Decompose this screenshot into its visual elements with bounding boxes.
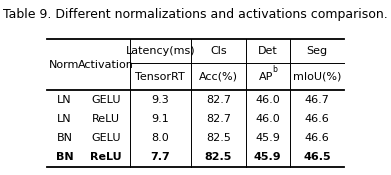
Text: 8.0: 8.0 bbox=[151, 133, 169, 143]
Text: BN: BN bbox=[56, 152, 73, 162]
Text: mIoU(%): mIoU(%) bbox=[293, 72, 341, 82]
Text: Cls: Cls bbox=[210, 46, 227, 56]
Text: ReLU: ReLU bbox=[90, 152, 122, 162]
Text: 45.9: 45.9 bbox=[254, 152, 282, 162]
Text: 82.7: 82.7 bbox=[206, 95, 231, 105]
Text: TensorRT: TensorRT bbox=[135, 72, 185, 82]
Text: BN: BN bbox=[56, 133, 72, 143]
Text: b: b bbox=[272, 65, 277, 74]
Text: Table 9. Different normalizations and activations comparison.: Table 9. Different normalizations and ac… bbox=[3, 8, 388, 21]
Text: 46.5: 46.5 bbox=[303, 152, 331, 162]
Text: Norm: Norm bbox=[49, 60, 80, 70]
Text: GELU: GELU bbox=[91, 95, 120, 105]
Text: ReLU: ReLU bbox=[92, 114, 120, 124]
Text: 45.9: 45.9 bbox=[255, 133, 280, 143]
Text: 46.6: 46.6 bbox=[305, 133, 329, 143]
Text: AP: AP bbox=[259, 72, 273, 82]
Text: 82.5: 82.5 bbox=[205, 152, 232, 162]
Text: 46.0: 46.0 bbox=[255, 95, 280, 105]
Text: 46.7: 46.7 bbox=[305, 95, 329, 105]
Text: 46.0: 46.0 bbox=[255, 114, 280, 124]
Text: Det: Det bbox=[258, 46, 278, 56]
Text: Acc(%): Acc(%) bbox=[199, 72, 238, 82]
Text: 9.3: 9.3 bbox=[151, 95, 169, 105]
Text: LN: LN bbox=[57, 114, 72, 124]
Text: 7.7: 7.7 bbox=[151, 152, 170, 162]
Text: Latency(ms): Latency(ms) bbox=[126, 46, 195, 56]
Text: LN: LN bbox=[57, 95, 72, 105]
Text: GELU: GELU bbox=[91, 133, 120, 143]
Text: Activation: Activation bbox=[78, 60, 134, 70]
Text: 82.5: 82.5 bbox=[206, 133, 231, 143]
Text: 82.7: 82.7 bbox=[206, 114, 231, 124]
Text: Seg: Seg bbox=[306, 46, 328, 56]
Text: 46.6: 46.6 bbox=[305, 114, 329, 124]
Text: 9.1: 9.1 bbox=[151, 114, 169, 124]
